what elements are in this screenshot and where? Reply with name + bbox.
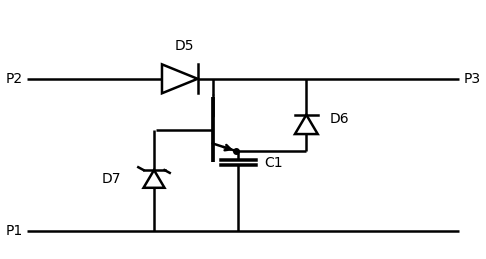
Text: D6: D6 [330, 112, 349, 126]
Text: P1: P1 [5, 224, 23, 238]
Text: C1: C1 [264, 156, 283, 170]
Text: D5: D5 [175, 39, 194, 53]
Text: P2: P2 [6, 72, 23, 86]
Text: P3: P3 [463, 72, 481, 86]
Text: D7: D7 [102, 172, 121, 186]
